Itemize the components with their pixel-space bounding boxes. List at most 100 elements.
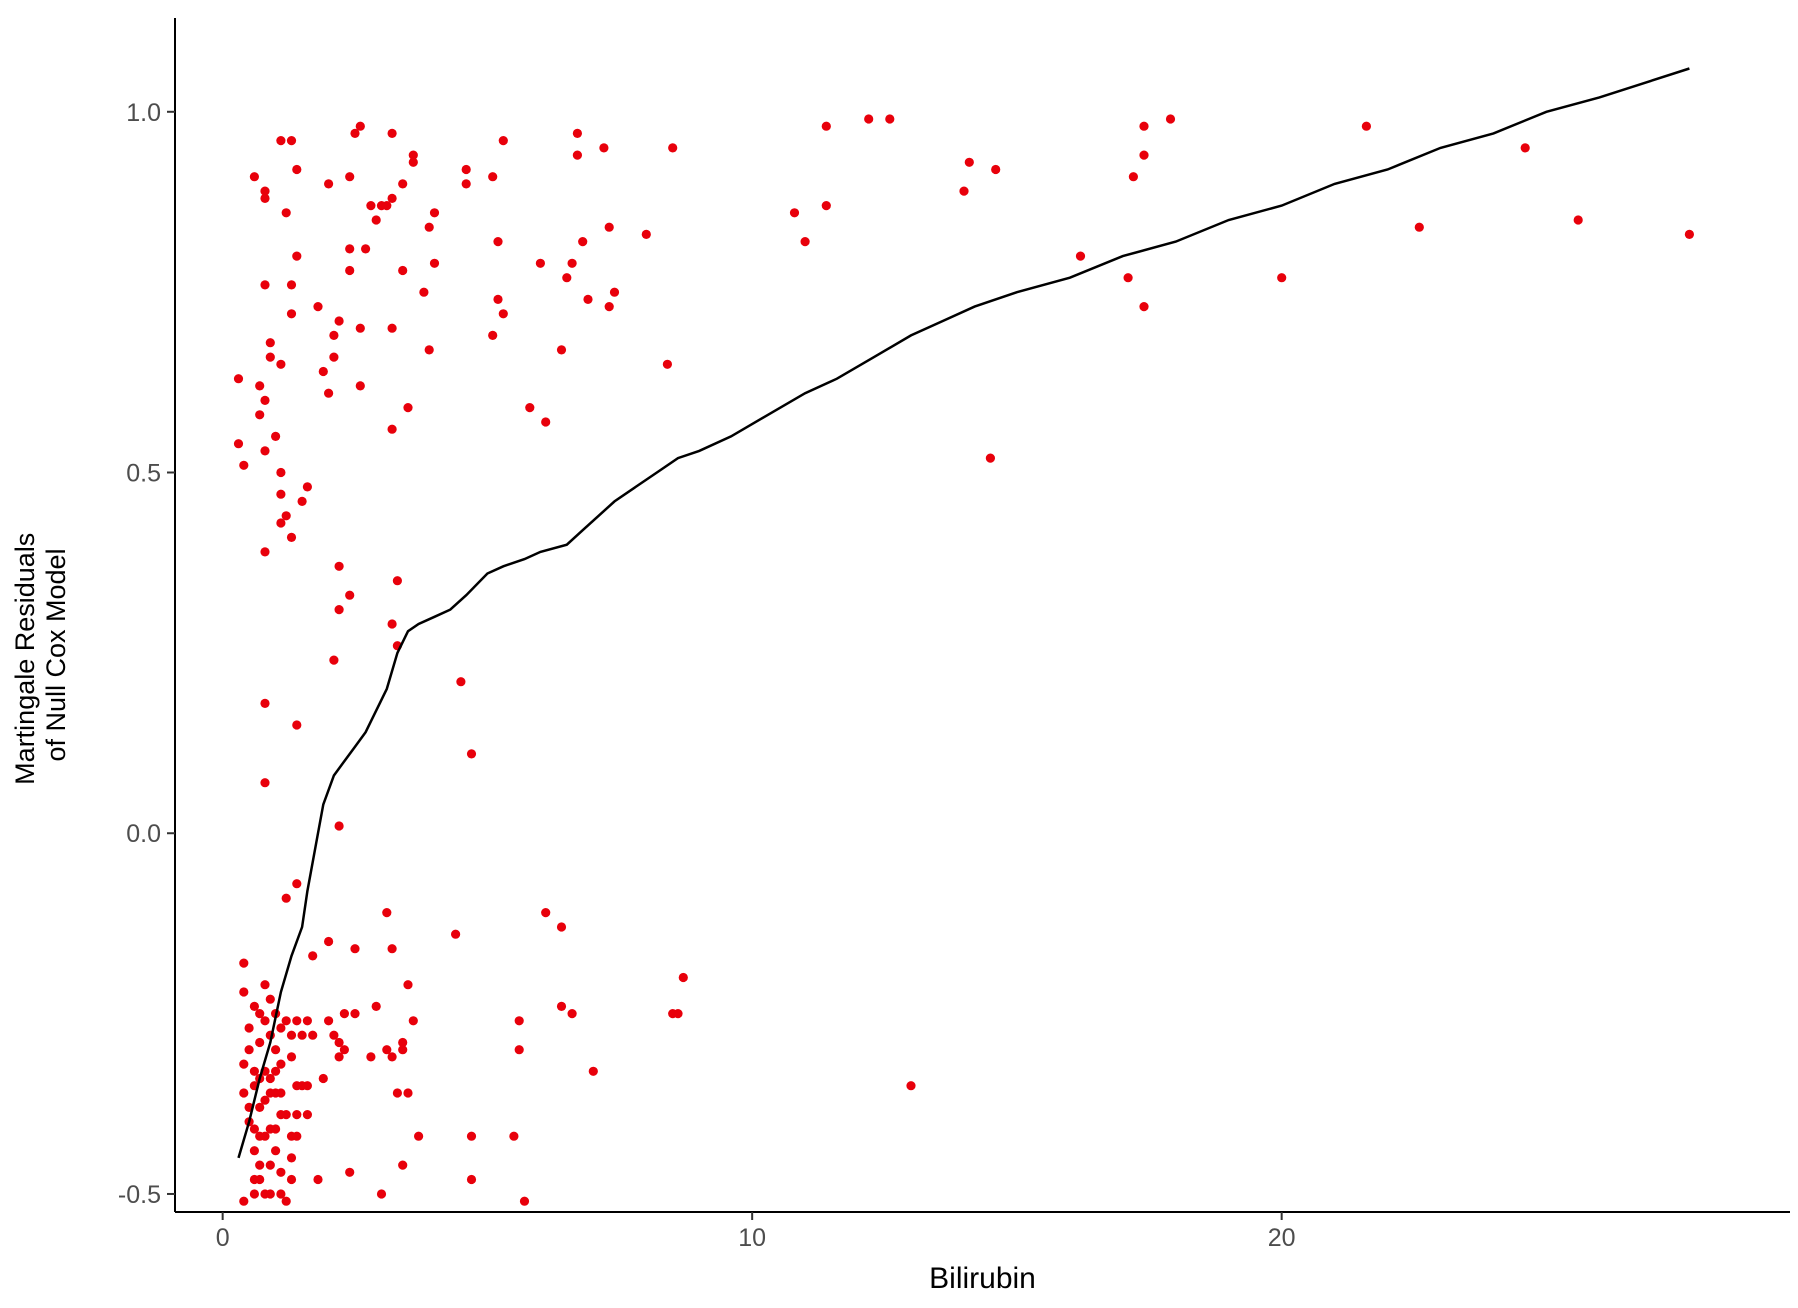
scatter-point (297, 496, 307, 506)
scatter-point (408, 157, 418, 167)
scatter-point (313, 1174, 323, 1185)
scatter-point (398, 265, 408, 276)
scatter-point (276, 1059, 286, 1069)
scatter-point (985, 453, 996, 463)
scatter-point (265, 994, 275, 1004)
x-axis: 0 10 20 (175, 1211, 1790, 1252)
scatter-point (255, 1009, 265, 1019)
scatter-point (329, 330, 339, 340)
scatter-point (371, 1001, 381, 1012)
scatter-point (1075, 251, 1086, 261)
scatter-point (604, 302, 614, 312)
scatter-point (429, 258, 440, 268)
scatter-point (249, 1146, 259, 1156)
scatter-point (387, 424, 397, 434)
scatter-point (387, 619, 397, 629)
scatter-point (371, 215, 381, 225)
scatter-point (350, 944, 360, 954)
scatter-point (419, 287, 429, 297)
scatter-point (387, 323, 397, 333)
y-axis-title-line-1: Martingale Residuals (10, 533, 40, 785)
scatter-point (525, 403, 535, 413)
scatter-point (334, 821, 344, 831)
scatter-point (800, 237, 810, 247)
scatter-point (562, 273, 572, 283)
scatter-point (318, 1073, 328, 1084)
scatter-point (276, 1023, 286, 1033)
scatter-point (641, 229, 651, 239)
scatter-point (271, 1045, 281, 1055)
scatter-point (334, 605, 344, 615)
scatter-point (1128, 172, 1138, 182)
scatter-point (906, 1081, 916, 1091)
scatter-point (519, 1196, 530, 1206)
scatter-point (334, 561, 344, 571)
scatter-point (488, 330, 498, 340)
scatter-point (297, 1030, 307, 1040)
scatter-point (376, 1189, 387, 1199)
scatter-point (281, 511, 291, 521)
scatter-point (662, 359, 673, 369)
scatter-point (260, 698, 270, 709)
scatter-point (387, 944, 397, 954)
scatter-point (345, 265, 355, 276)
scatter-point (678, 972, 688, 983)
scatter-point (308, 1030, 318, 1040)
scatter-point (292, 720, 302, 730)
scatter-point (345, 1167, 355, 1177)
scatter-point (350, 128, 360, 138)
y-tick-label: 0.5 (126, 460, 161, 488)
scatter-point (673, 1009, 683, 1019)
scatter-point (414, 1131, 424, 1141)
scatter-point (244, 1045, 254, 1055)
x-tick-label: 10 (738, 1224, 766, 1252)
scatter-point (429, 208, 440, 218)
scatter-point (1139, 121, 1149, 131)
scatter-point (572, 150, 583, 160)
scatter-point (318, 366, 328, 377)
scatter-point (271, 431, 281, 441)
scatter-point (260, 778, 270, 788)
scatter-point (324, 936, 334, 947)
scatter-point (541, 417, 551, 427)
scatter-point (535, 258, 546, 268)
scatter-point (271, 1124, 281, 1134)
scatter-point (789, 208, 800, 218)
scatter-point (276, 489, 286, 499)
scatter-point (821, 201, 831, 211)
scatter-point (959, 186, 969, 196)
scatter-point (255, 410, 265, 420)
scatter-point (991, 164, 1001, 175)
scatter-point (567, 258, 577, 268)
scatter-point (1277, 273, 1287, 283)
scatter-point (1139, 150, 1149, 160)
scatter-point (578, 237, 588, 247)
scatter-point (588, 1066, 598, 1076)
scatter-point (345, 244, 355, 254)
scatter-point (498, 309, 508, 319)
scatter-point (281, 1196, 291, 1206)
scatter-point (556, 1001, 567, 1012)
scatter-point (260, 1016, 270, 1026)
scatter-point (302, 1110, 312, 1120)
scatter-point (583, 294, 593, 304)
scatter-point (276, 1167, 286, 1177)
scatter-point (451, 929, 461, 939)
y-tick-label: 1.0 (126, 99, 161, 127)
scatter-point (424, 345, 434, 355)
scatter-point (260, 980, 270, 990)
scatter-point (355, 323, 365, 333)
scatter-point (276, 518, 286, 528)
scatter-point (292, 164, 302, 175)
scatter-point (509, 1131, 519, 1141)
scatter-point (334, 316, 344, 326)
scatter-point (599, 143, 609, 153)
scatter-point (249, 172, 259, 182)
scatter-point (271, 1146, 281, 1156)
scatter-point (456, 677, 466, 687)
scatter-point (286, 309, 297, 319)
scatter-point (276, 359, 286, 369)
scatter-point (334, 1052, 344, 1062)
scatter-point (255, 1174, 265, 1185)
scatter-point (281, 1016, 291, 1026)
